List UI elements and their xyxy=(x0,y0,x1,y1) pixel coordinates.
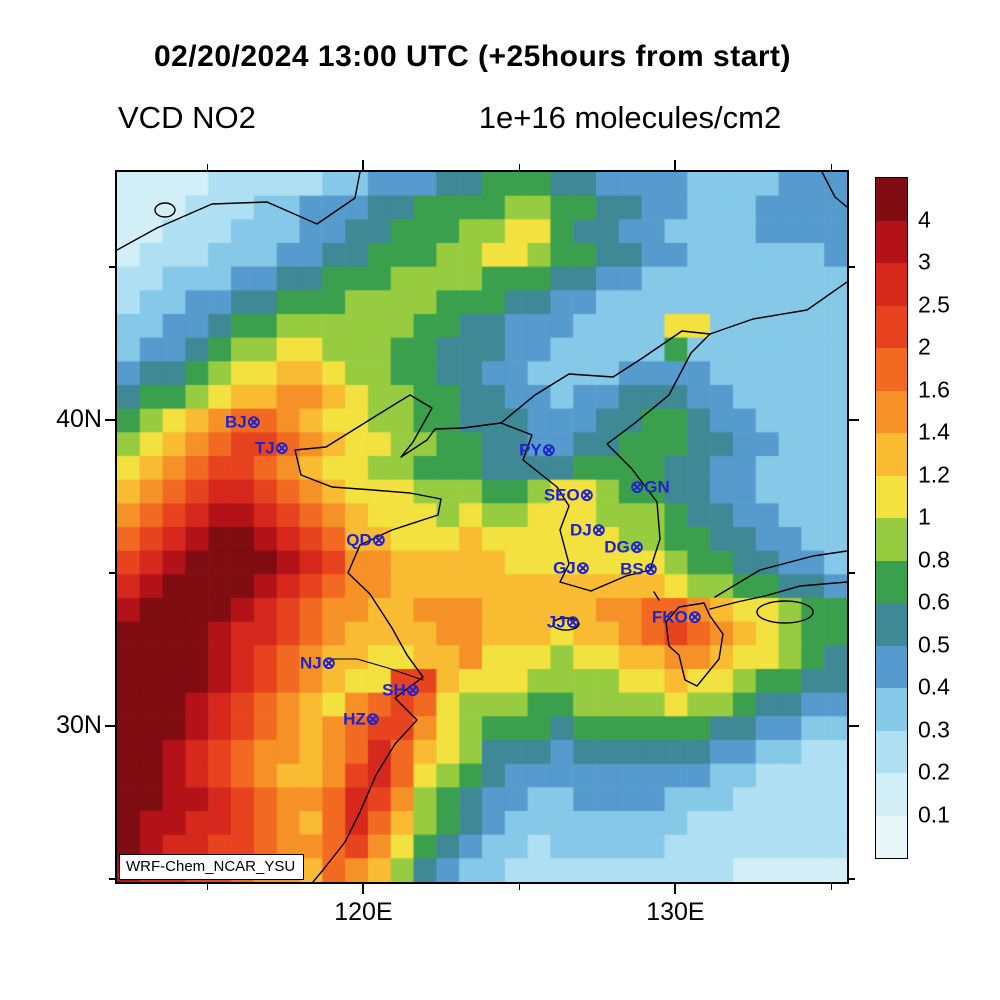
colorbar-segment xyxy=(876,560,907,603)
colorbar-tick-label: 0.8 xyxy=(918,546,950,572)
colorbar-segment xyxy=(876,390,907,433)
y-major-tick xyxy=(849,418,859,421)
x-tick-label: 130E xyxy=(646,898,705,926)
colorbar-segment xyxy=(876,475,907,518)
station-marker-NJ: NJ⊗ xyxy=(300,653,336,673)
y-major-tick xyxy=(105,418,115,421)
station-marker-DG: DG⊗ xyxy=(604,537,644,557)
colorbar-tick-label: 0.2 xyxy=(918,758,950,785)
colorbar-tick-label: 0.5 xyxy=(918,631,950,657)
figure-title: 02/20/2024 13:00 UTC (+25hours from star… xyxy=(153,40,792,73)
colorbar-segment xyxy=(876,603,907,646)
colorbar-segment xyxy=(876,305,907,348)
station-marker-BS: BS⊗ xyxy=(620,559,658,579)
colorbar-segment xyxy=(876,773,907,816)
variable-label: VCD NO2 xyxy=(118,100,256,135)
y-minor-tick xyxy=(109,266,115,268)
station-marker-TJ: TJ⊗ xyxy=(254,438,289,458)
station-marker-QD: QD⊗ xyxy=(346,530,386,550)
colorbar-tick-label: 1.6 xyxy=(918,376,950,402)
x-minor-tick xyxy=(830,884,833,890)
colorbar-segment xyxy=(876,518,907,561)
y-minor-tick xyxy=(109,572,115,574)
y-tick-label: 30N xyxy=(56,710,102,739)
station-marker-FKO: FKO⊗ xyxy=(651,607,702,627)
colorbar-segment xyxy=(876,433,907,476)
colorbar-segment xyxy=(876,645,907,688)
x-major-tick xyxy=(362,884,365,894)
colorbar-segment xyxy=(876,730,907,773)
x-minor-tick xyxy=(518,164,521,170)
colorbar-segment xyxy=(876,263,907,306)
x-minor-tick xyxy=(518,884,521,890)
colorbar-segment xyxy=(876,178,907,221)
y-tick-label: 40N xyxy=(56,404,102,433)
station-marker-SEO: SEO⊗ xyxy=(543,485,594,505)
colorbar-segment xyxy=(876,815,907,858)
colorbar-tick-label: 0.1 xyxy=(918,801,950,827)
x-major-tick xyxy=(362,160,365,170)
x-minor-tick xyxy=(206,884,209,890)
x-minor-tick xyxy=(830,164,833,170)
colorbar-labels: 4 3 2.5 2 1.6 1.4 1.2 1 0.8 0.6 0.5 0.4 0.3 0.2 0.1 xyxy=(918,177,988,857)
y-minor-tick xyxy=(849,878,855,880)
model-label-box: WRF-Chem_NCAR_YSU xyxy=(119,854,305,880)
station-marker-GJ: GJ⊗ xyxy=(553,558,590,578)
x-tick-label: 120E xyxy=(334,898,393,926)
colorbar-tick-label: 0.6 xyxy=(918,588,950,615)
colorbar-tick-label: 2.5 xyxy=(918,291,950,317)
y-minor-tick xyxy=(849,572,855,574)
y-minor-tick xyxy=(849,266,855,268)
units-label: 1e+16 molecules/cm2 xyxy=(478,100,782,135)
colorbar xyxy=(875,177,908,859)
model-label: WRF-Chem_NCAR_YSU xyxy=(126,858,296,875)
station-marker-SH: SH⊗ xyxy=(382,680,420,700)
station-marker-GN: ⊗GN xyxy=(630,477,670,497)
station-marker-JJ: JJ⊗ xyxy=(546,612,580,632)
colorbar-segment xyxy=(876,348,907,391)
colorbar-tick-label: 0.4 xyxy=(918,673,950,700)
colorbar-tick-label: 4 xyxy=(918,206,931,232)
station-marker-BJ: BJ⊗ xyxy=(225,412,261,432)
y-major-tick xyxy=(105,724,115,727)
x-minor-tick xyxy=(206,164,209,170)
x-major-tick xyxy=(674,160,677,170)
y-minor-tick xyxy=(109,878,115,880)
map-plot: BJ⊗ TJ⊗ QD⊗ NJ⊗ SH⊗ HZ⊗ PY⊗ SEO⊗ ⊗GN DJ⊗ DG⊗ GJ⊗ BS⊗… xyxy=(56,160,859,926)
y-major-tick xyxy=(849,724,859,727)
colorbar-segment xyxy=(876,688,907,731)
no2-heatmap-canvas xyxy=(117,172,847,882)
station-marker-HZ: HZ⊗ xyxy=(343,709,380,729)
colorbar-tick-label: 1.2 xyxy=(918,461,950,487)
colorbar-tick-label: 1.4 xyxy=(918,418,950,445)
colorbar-segment xyxy=(876,220,907,263)
station-marker-PY: PY⊗ xyxy=(519,440,556,460)
colorbar-tick-label: 3 xyxy=(918,248,931,275)
colorbar-tick-label: 0.3 xyxy=(918,716,950,742)
x-major-tick xyxy=(674,884,677,894)
station-marker-DJ: DJ⊗ xyxy=(570,520,606,540)
colorbar-tick-label: 2 xyxy=(918,333,931,360)
colorbar-tick-label: 1 xyxy=(918,503,931,530)
